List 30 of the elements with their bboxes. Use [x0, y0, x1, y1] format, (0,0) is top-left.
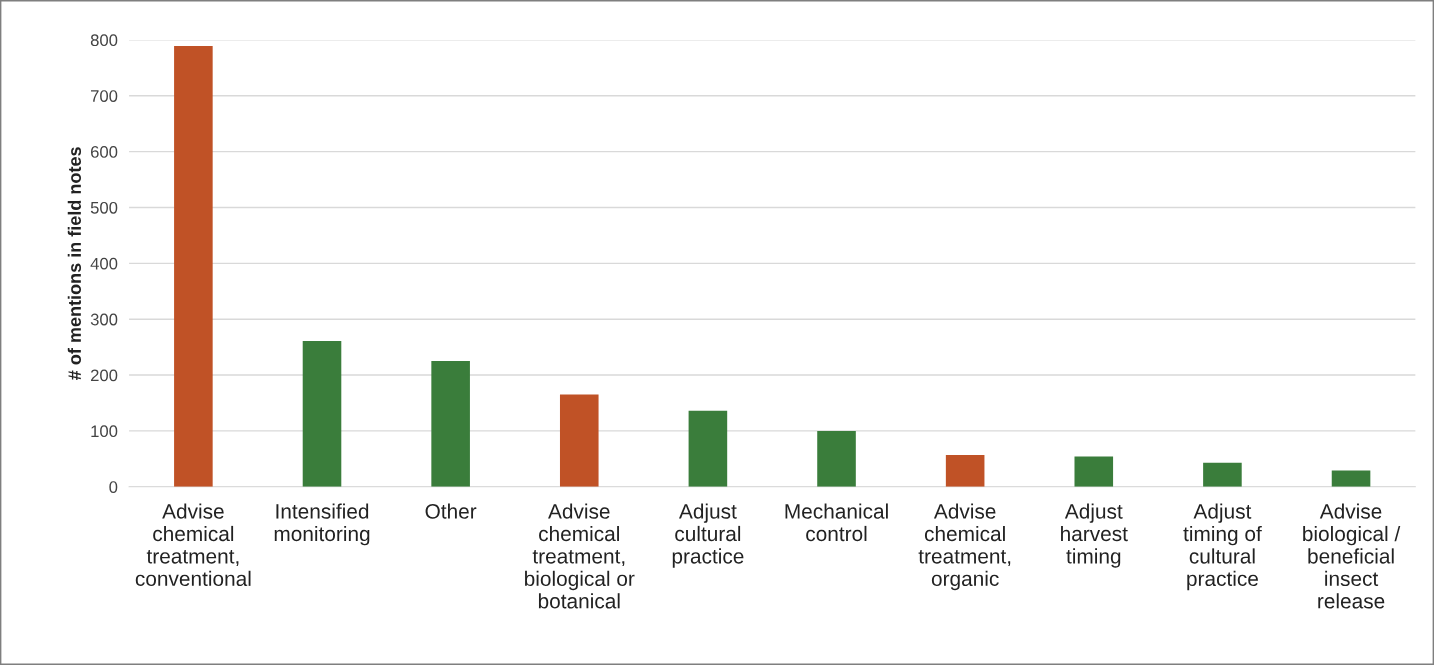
- bar: [1074, 456, 1114, 487]
- x-tick-label: Advise biological / beneficial insect release: [1303, 503, 1401, 609]
- x-tick-label: Advise chemical treatment, biological or botanical: [525, 503, 635, 609]
- x-tick-label: Other: [425, 503, 477, 519]
- bar: [174, 46, 213, 487]
- bar: [431, 361, 470, 487]
- x-tick-label: Intensified monitoring: [274, 503, 370, 546]
- bar: [1203, 462, 1242, 487]
- x-tick-label: Advise chemical treatment, organic: [918, 503, 1011, 591]
- y-tick-label: 500: [90, 201, 118, 214]
- y-tick-label: 100: [91, 425, 118, 438]
- bar: [817, 430, 856, 487]
- x-tick-label: Advise chemical treatment, conventional: [135, 503, 251, 587]
- y-tick-label: 200: [90, 369, 118, 382]
- bar: [559, 394, 599, 487]
- y-tick-label: 800: [90, 34, 118, 47]
- x-tick-label: Mechanical control: [785, 503, 888, 542]
- x-tick-label: Adjust harvest timing: [1061, 503, 1128, 568]
- y-tick-label: 300: [90, 313, 118, 326]
- y-tick-label: 600: [90, 146, 118, 158]
- y-axis-title: # of mentions in field notes: [67, 147, 82, 380]
- bar: [1331, 470, 1371, 487]
- y-tick-label: 700: [91, 90, 118, 102]
- x-tick-label: Adjust cultural practice: [672, 503, 744, 568]
- x-tick-label: Adjust timing of cultural practice: [1183, 503, 1262, 591]
- bar: [945, 454, 985, 487]
- y-tick-label: 0: [109, 481, 118, 493]
- y-tick-label: 400: [90, 257, 118, 270]
- bar: [302, 340, 342, 487]
- bar: [688, 410, 728, 487]
